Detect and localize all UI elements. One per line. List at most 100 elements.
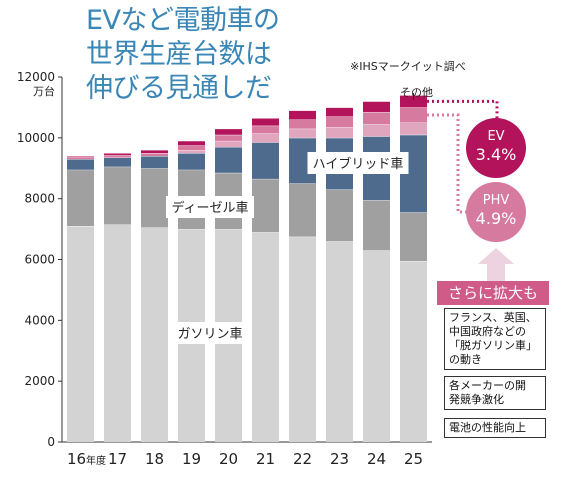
x-tick-label: 21 [256, 450, 275, 468]
bar-segment [400, 261, 427, 442]
expand-title: さらに拡大も [437, 281, 549, 305]
phv-bubble-value: 4.9% [475, 209, 517, 228]
bar-segment [141, 153, 168, 157]
bar-segment [252, 142, 279, 179]
reason-1-line-4: の動き [449, 353, 482, 366]
x-tick-label: 18 [145, 450, 164, 468]
x-tick-label: 22 [293, 450, 312, 468]
x-tick-label: 24 [367, 450, 386, 468]
x-tick-label: 23 [330, 450, 349, 468]
ev-bubble-name: EV [487, 129, 505, 144]
bar-segment [363, 111, 390, 125]
bar-segment [67, 169, 94, 227]
x-tick-label: 25 [404, 450, 423, 468]
x-tick-label: 20 [219, 450, 238, 468]
ev-connector [427, 99, 499, 118]
title-line-3: 伸びる見通しだ [86, 73, 272, 104]
bar-segment [141, 168, 168, 228]
bar-segment [326, 116, 353, 128]
y-tick-label: 0 [47, 435, 55, 449]
reason-box-3: 電池の性能向上 [444, 418, 546, 438]
legend-hybrid-bg [307, 152, 409, 174]
chart-title: EVなど電動車の 世界生産台数は 伸びる見通しだ [86, 4, 326, 106]
bar-segment [141, 156, 168, 169]
y-tick-label: 2000 [24, 374, 55, 388]
reason-2-line-1: 各メーカーの開 [449, 379, 526, 392]
phv-connector [427, 113, 466, 214]
reason-1-line-1: フランス、英国、 [449, 311, 537, 324]
reason-2-line-2: 発競争激化 [449, 393, 504, 406]
legend-other: その他 [400, 86, 433, 99]
bar-segment [400, 122, 427, 135]
bar-segment [67, 159, 94, 170]
source-note: ※IHSマークイット調べ [350, 60, 466, 73]
reason-3-line-1: 電池の性能向上 [449, 421, 526, 434]
y-tick-label: 6000 [24, 253, 55, 267]
y-tick-label: 8000 [24, 192, 55, 206]
bar-segment [289, 128, 316, 138]
bar-segment [400, 107, 427, 123]
bar-segment [141, 227, 168, 442]
bar-segment [67, 226, 94, 442]
bar-segment [67, 156, 94, 158]
phv-bubble-name: PHV [482, 193, 510, 208]
x-tick-label: 17 [108, 450, 127, 468]
bar-segment [215, 128, 242, 135]
bar-segment [326, 189, 353, 242]
bar-segment [326, 127, 353, 138]
bar-segment [289, 236, 316, 442]
legend-gasoline-bg [172, 322, 248, 344]
bar-segment [178, 150, 205, 154]
title-line-2: 世界生産台数は [86, 39, 272, 70]
ev-bubble-value: 3.4% [475, 145, 517, 164]
expand-arrow [478, 248, 514, 281]
bar-segment [178, 140, 205, 146]
bar-segment [67, 157, 94, 160]
bar-segment [178, 153, 205, 170]
bar-segment [289, 110, 316, 120]
legend-diesel-bg [166, 196, 254, 218]
bar-segment [326, 107, 353, 117]
y-tick-label: 12000 [17, 70, 55, 84]
bar-segment [215, 146, 242, 173]
bar-segment [400, 95, 427, 108]
title-line-1: EVなど電動車の [86, 5, 280, 36]
x-tick-label: 16年度 [67, 450, 106, 468]
reason-box-2: 各メーカーの開 発競争激化 [444, 376, 546, 410]
bar-segment [363, 250, 390, 442]
bar-segment [363, 124, 390, 137]
bar-segment [363, 200, 390, 251]
bar-segment [400, 212, 427, 262]
bar-segment [104, 157, 131, 167]
bar-segment [104, 155, 131, 158]
bar-segment [178, 145, 205, 150]
legend-diesel: ディーゼル車 [171, 200, 248, 216]
bar-segment [252, 118, 279, 126]
y-unit-label: 万台 [33, 84, 55, 98]
reason-1-line-2: 中国政府などの [449, 325, 526, 338]
bar-segment [252, 232, 279, 442]
legend-hybrid: ハイブリッド車 [313, 156, 404, 172]
bar-segment [215, 140, 242, 147]
reason-1-line-3: 「脱ガソリン車」 [449, 339, 537, 352]
ev-bubble: EV 3.4% [466, 118, 526, 178]
legend-gasoline: ガソリン車 [177, 327, 242, 342]
bar-segment [363, 101, 390, 112]
y-tick-label: 4000 [24, 313, 55, 327]
bar-segment [141, 150, 168, 154]
bar-segment [289, 183, 316, 237]
reason-box-1: フランス、英国、 中国政府などの 「脱ガソリン車」 の動き [444, 308, 546, 370]
bar-segment [252, 178, 279, 233]
y-tick-label: 10000 [17, 131, 55, 145]
bar-segment [326, 241, 353, 442]
bar-segment [289, 119, 316, 129]
phv-bubble: PHV 4.9% [466, 182, 526, 242]
bar-segment [104, 166, 131, 225]
bar-segment [104, 224, 131, 442]
x-tick-label: 19 [182, 450, 201, 468]
x-tick-suffix: 年度 [86, 454, 106, 467]
bar-segment [252, 125, 279, 134]
bar-segment [215, 134, 242, 141]
bar-segment [104, 153, 131, 156]
